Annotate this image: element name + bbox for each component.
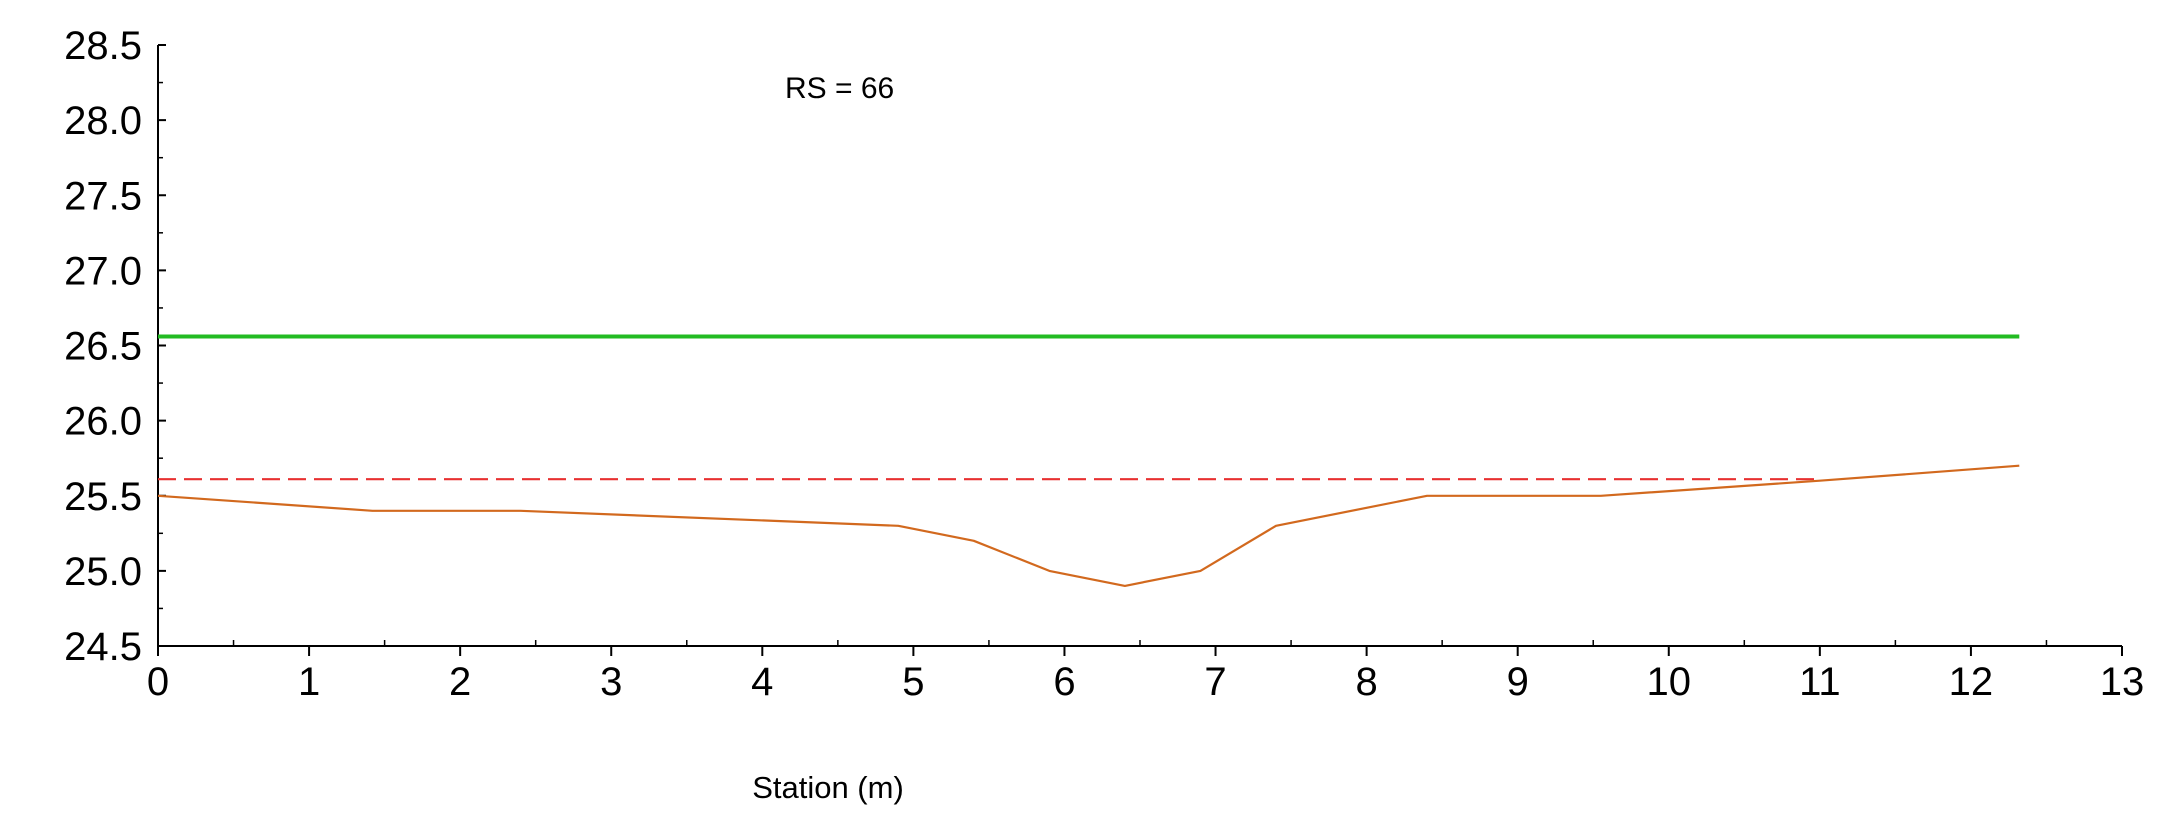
x-tick-label: 10	[1647, 660, 1692, 704]
x-axis-label: Station (m)	[752, 770, 904, 805]
ground-profile-line	[157, 464, 2020, 588]
rs-annotation: RS = 66	[785, 72, 894, 105]
x-tick-label: 4	[751, 660, 773, 704]
y-tick-label: 26.5	[64, 325, 142, 369]
y-tick-label: 28.0	[64, 99, 142, 143]
x-tick-label: 12	[1949, 660, 1994, 704]
x-tick-label: 8	[1355, 660, 1377, 704]
y-tick-label: 27.0	[64, 249, 142, 293]
axes: 24.525.025.526.026.527.027.528.028.50 1 2 3…	[64, 24, 2144, 704]
y-tick-label: 26.0	[64, 400, 142, 444]
x-tick-label: 6	[1053, 660, 1075, 704]
x-tick-label: 13	[2100, 660, 2145, 704]
x-tick-label: 9	[1507, 660, 1529, 704]
y-tick-label: 28.5	[64, 24, 142, 68]
x-tick-label: 0	[147, 660, 169, 704]
y-tick-label: 27.5	[64, 174, 142, 218]
y-tick-label: 25.0	[64, 550, 142, 594]
series-layer	[157, 334, 2020, 588]
x-tick-label: 1	[298, 660, 320, 704]
x-tick-label: 2	[449, 660, 471, 704]
x-tick-label: 11	[1799, 660, 1841, 704]
x-tick-label: 7	[1204, 660, 1226, 704]
y-tick-label: 25.5	[64, 475, 142, 519]
x-tick-label: 5	[902, 660, 924, 704]
y-tick-label: 24.5	[64, 625, 142, 669]
x-tick-label: 3	[600, 660, 622, 704]
